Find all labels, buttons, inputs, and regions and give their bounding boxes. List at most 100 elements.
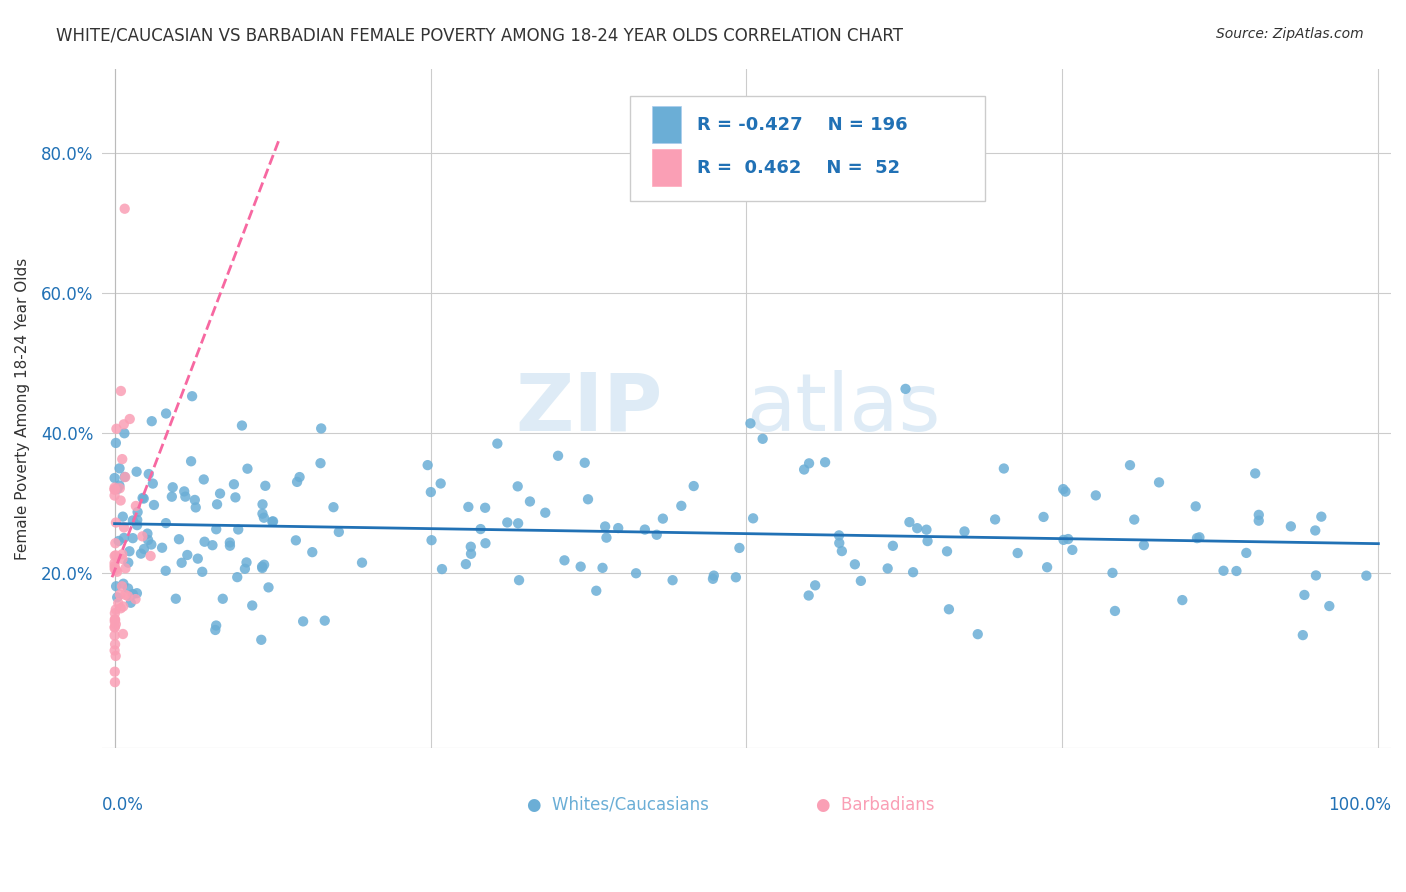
Point <box>112 520 135 534</box>
Text: R = -0.427    N = 196: R = -0.427 N = 196 <box>697 116 908 134</box>
Point <box>915 523 938 537</box>
Point <box>828 528 851 542</box>
Point <box>240 599 263 613</box>
Point <box>131 491 153 505</box>
Point <box>1057 532 1080 546</box>
Point <box>292 615 315 629</box>
Point <box>876 561 898 575</box>
Point <box>506 479 529 493</box>
Point <box>793 462 815 476</box>
FancyBboxPatch shape <box>652 106 681 144</box>
Point <box>607 521 630 535</box>
Point <box>108 478 131 492</box>
Point <box>112 599 135 614</box>
Text: ●  Whites/Caucasians: ● Whites/Caucasians <box>527 796 709 814</box>
Point <box>205 522 228 536</box>
Point <box>430 562 453 576</box>
Point <box>284 533 307 548</box>
Point <box>155 407 177 421</box>
FancyBboxPatch shape <box>630 95 986 201</box>
Point <box>416 458 439 472</box>
Point <box>114 470 136 484</box>
Point <box>127 518 149 533</box>
Point <box>118 544 141 558</box>
Point <box>804 578 827 592</box>
Point <box>110 384 132 398</box>
Point <box>167 533 190 547</box>
Point <box>111 452 134 467</box>
Point <box>236 461 259 475</box>
Point <box>121 531 143 545</box>
Point <box>104 613 127 627</box>
Text: ●  Barbadians: ● Barbadians <box>815 796 935 814</box>
Y-axis label: Female Poverty Among 18-24 Year Olds: Female Poverty Among 18-24 Year Olds <box>15 258 30 559</box>
Point <box>111 509 134 524</box>
Point <box>1317 599 1340 613</box>
Point <box>224 491 246 505</box>
Point <box>661 573 683 587</box>
Point <box>454 557 477 571</box>
Point <box>104 483 127 497</box>
Point <box>104 436 127 450</box>
Point <box>181 389 204 403</box>
Point <box>114 470 136 484</box>
Text: 0.0%: 0.0% <box>103 796 143 814</box>
Point <box>460 547 482 561</box>
Point <box>938 602 960 616</box>
Point <box>104 606 127 620</box>
Point <box>235 556 257 570</box>
Point <box>104 549 127 563</box>
Point <box>120 596 142 610</box>
Point <box>112 417 135 432</box>
Point <box>1355 568 1378 582</box>
Point <box>209 486 232 500</box>
Point <box>124 592 146 607</box>
Point <box>1147 475 1170 490</box>
Point <box>117 582 139 596</box>
Point <box>136 526 159 541</box>
Point <box>104 643 127 657</box>
Point <box>671 499 693 513</box>
Point <box>844 558 866 572</box>
Point <box>104 613 127 627</box>
Point <box>1212 564 1234 578</box>
Point <box>114 588 136 602</box>
Point <box>205 618 228 632</box>
Point <box>1279 519 1302 533</box>
Point <box>104 648 127 663</box>
Point <box>180 454 202 468</box>
Point <box>984 512 1007 526</box>
Point <box>1188 530 1211 544</box>
Point <box>486 436 509 450</box>
Point <box>262 515 284 529</box>
Point <box>104 602 127 616</box>
Point <box>254 479 277 493</box>
Point <box>301 545 323 559</box>
Point <box>592 561 614 575</box>
Point <box>104 481 127 495</box>
Point <box>882 539 904 553</box>
Point <box>112 531 135 545</box>
Point <box>253 558 276 572</box>
Point <box>1247 508 1270 522</box>
Point <box>350 556 373 570</box>
Point <box>117 556 139 570</box>
Point <box>634 523 657 537</box>
Text: Source: ZipAtlas.com: Source: ZipAtlas.com <box>1216 27 1364 41</box>
Point <box>211 591 233 606</box>
Point <box>105 579 128 593</box>
Point <box>107 596 129 610</box>
Point <box>138 467 160 481</box>
Point <box>574 456 596 470</box>
Point <box>322 500 344 515</box>
Point <box>651 511 673 525</box>
Point <box>107 533 129 548</box>
Point <box>129 547 152 561</box>
Point <box>204 623 226 637</box>
Point <box>105 422 128 436</box>
Point <box>112 426 135 441</box>
Text: 100.0%: 100.0% <box>1329 796 1391 814</box>
Point <box>993 461 1015 475</box>
Point <box>170 556 193 570</box>
Point <box>262 515 284 529</box>
